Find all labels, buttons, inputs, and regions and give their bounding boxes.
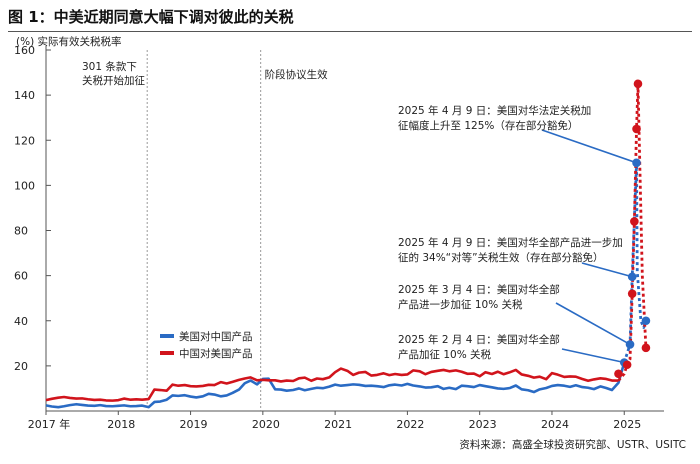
legend-label: 中国对美国产品	[179, 347, 253, 360]
legend-label: 美国对中国产品	[179, 330, 253, 343]
us-tariff-marker	[627, 272, 637, 282]
annotation-text: 2025 年 3 月 4 日：美国对华全部产品进一步加征 10% 关税	[398, 283, 560, 311]
cn-tariff-marker	[614, 369, 623, 379]
annotation-leader	[581, 262, 633, 278]
cn-tariff-line-2025	[617, 82, 648, 382]
cn-tariff-marker	[633, 79, 643, 89]
y-tick-label: 120	[14, 134, 35, 147]
x-tick-label: 2024	[541, 418, 569, 431]
y-tick-label: 80	[14, 225, 28, 238]
us-tariff-marker	[641, 316, 651, 326]
us-tariff-marker	[625, 340, 635, 349]
y-tick-label: 140	[14, 89, 35, 102]
period-label-301: 301 条款下关税开始加征	[82, 60, 145, 87]
x-tick-label: 2019	[180, 418, 208, 431]
x-tick-label: 2022	[396, 418, 424, 431]
source-note: 资料来源：高盛全球投资研究部、USTR、USITC	[459, 439, 686, 451]
figure-title: 图 1：中美近期同意大幅下调对彼此的关税	[8, 8, 294, 26]
cn-tariff-marker	[630, 217, 639, 226]
cn-tariff-marker	[627, 289, 637, 298]
cn-tariff-marker	[632, 124, 641, 134]
y-tick-label: 160	[14, 44, 35, 57]
us-tariff-marker	[632, 158, 641, 168]
period-label-phase-one: 阶段协议生效	[265, 68, 328, 81]
annotation-text: 2025 年 4 月 9 日：美国对华全部产品进一步加征的 34%“对等”关税生…	[398, 236, 623, 264]
cn-tariff-marker	[641, 343, 651, 353]
title-divider	[8, 31, 692, 32]
x-tick-label: 2018	[107, 418, 135, 431]
annotation-leader	[561, 348, 625, 364]
x-tick-label: 2023	[469, 418, 497, 431]
x-tick-label: 2020	[252, 418, 280, 431]
y-tick-label: 40	[14, 315, 28, 328]
x-tick-label: 2025	[613, 418, 641, 431]
annotation-text: 2025 年 4 月 9 日：美国对华法定关税加征幅度上升至 125%（存在部分…	[398, 104, 591, 132]
annotation-text: 2025 年 2 月 4 日：美国对华全部产品加征 10% 关税	[398, 333, 560, 361]
y-tick-label: 20	[14, 360, 28, 373]
x-tick-label: 2017 年	[28, 417, 71, 431]
x-tick-label: 2021	[324, 418, 352, 431]
us-tariff-line-2025	[622, 161, 648, 363]
y-tick-label: 60	[14, 270, 28, 283]
y-tick-label: 100	[14, 179, 35, 192]
annotation-leader	[555, 302, 631, 346]
y-axis-unit-label: (%) 实际有效关税税率	[16, 36, 122, 48]
annotation-leader	[541, 129, 637, 164]
cn-tariff-marker	[622, 360, 632, 370]
us-tariff-line	[45, 362, 626, 409]
cn-tariff-line	[45, 367, 619, 402]
